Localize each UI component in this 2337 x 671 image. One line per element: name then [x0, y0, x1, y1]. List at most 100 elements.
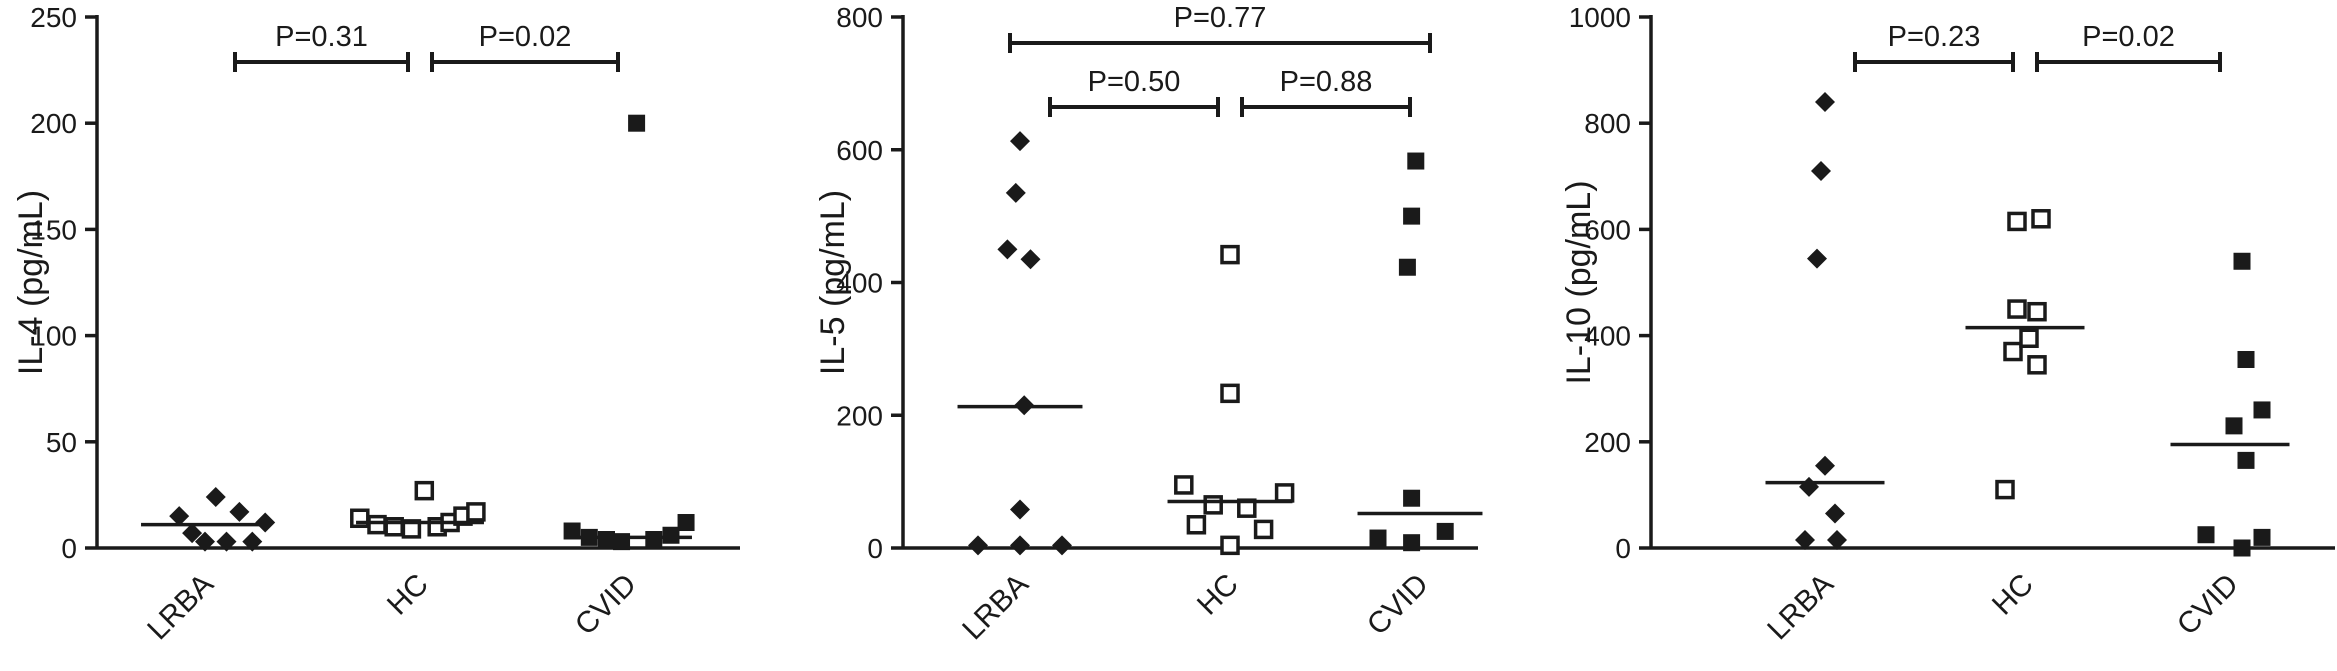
data-point: [2237, 451, 2255, 469]
p-value-label: P=0.02: [479, 21, 572, 53]
p-value-label: P=0.23: [1888, 21, 1981, 53]
data-point: [195, 531, 215, 552]
data-point: [2007, 211, 2027, 232]
p-value-label: P=0.02: [2082, 21, 2175, 53]
category-label-cvid: CVID: [1361, 568, 1435, 642]
y-tick-label: 400: [1584, 321, 1631, 352]
data-point: [1010, 499, 1030, 520]
series-lrba: [141, 487, 276, 552]
p-value-label: P=0.31: [275, 21, 368, 53]
y-tick-label: 1000: [1569, 2, 1631, 33]
y-tick-label: 800: [1584, 108, 1631, 139]
data-point: [645, 531, 663, 549]
data-point: [1005, 182, 1026, 203]
data-point: [2019, 328, 2039, 349]
significance-bracket: P=0.02: [430, 21, 620, 72]
data-point: [1369, 529, 1387, 547]
data-point: [1795, 530, 1815, 551]
data-point: [598, 531, 615, 549]
y-tick-label: 0: [867, 533, 883, 564]
data-point: [182, 523, 203, 544]
chart-panel-2: 0 200 400 600 800 IL-5 (pg/mL) LRBA HC CVID P=0.5…: [814, 2, 1483, 647]
data-point: [2027, 301, 2047, 322]
data-point: [2197, 526, 2215, 544]
category-label-lrba: LRBA: [1761, 568, 1840, 647]
data-point: [662, 526, 680, 544]
data-point: [1398, 258, 1416, 276]
y-tick-label: 200: [30, 108, 77, 139]
category-label-hc: HC: [1986, 568, 2040, 622]
series-hc: [350, 480, 486, 539]
series-cvid: [563, 114, 695, 551]
data-point: [1203, 495, 1223, 515]
significance-bracket: P=0.77: [1008, 2, 1432, 53]
data-point: [205, 487, 226, 508]
data-point: [1436, 522, 1454, 540]
y-tick-label: 200: [1584, 427, 1631, 458]
data-point: [1403, 207, 1421, 225]
series-hc: [1167, 244, 1295, 556]
y-tick-label: 600: [836, 135, 883, 166]
significance-bracket: P=0.02: [2035, 21, 2222, 72]
data-point: [1827, 530, 1847, 551]
series-hc: [1965, 209, 2085, 500]
category-label-lrba: LRBA: [141, 568, 220, 647]
y-tick-label: 0: [1615, 533, 1631, 564]
data-point: [2027, 355, 2047, 375]
y-tick-label: 50: [46, 427, 77, 458]
y-tick-label: 250: [30, 2, 77, 33]
data-point: [1186, 515, 1207, 535]
data-point: [2225, 417, 2243, 435]
data-point: [367, 514, 387, 535]
data-point: [216, 531, 237, 552]
data-point: [1403, 489, 1421, 507]
y-tick-label: 100: [30, 321, 77, 352]
data-point: [1799, 476, 1819, 497]
data-point: [1220, 535, 1240, 556]
significance-bracket: P=0.31: [233, 21, 410, 72]
y-tick-label: 0: [61, 533, 77, 564]
data-point: [1220, 383, 1240, 404]
series-cvid: [1357, 152, 1483, 552]
data-point: [563, 522, 581, 540]
data-point: [2003, 341, 2023, 362]
series-lrba: [1765, 91, 1885, 551]
p-value-label: P=0.88: [1280, 66, 1373, 98]
data-point: [2253, 528, 2271, 546]
data-point: [997, 239, 1018, 260]
data-point: [1253, 519, 1274, 540]
data-point: [1010, 131, 1030, 152]
category-label-hc: HC: [1191, 568, 1245, 622]
data-point: [2237, 350, 2255, 368]
data-point: [1174, 475, 1194, 495]
data-point: [2007, 299, 2027, 319]
data-point: [1274, 483, 1295, 503]
y-tick-label: 200: [836, 400, 883, 431]
chart-panel-1: 0 50 100 150 200 250 IL-4 (pg/mL) LRBA HC CVID P=0…: [12, 2, 740, 646]
significance-bracket: P=0.50: [1048, 66, 1220, 117]
data-point: [229, 501, 250, 522]
data-point: [169, 506, 190, 527]
p-value-label: P=0.50: [1088, 66, 1181, 98]
data-point: [2253, 401, 2271, 419]
data-point: [1995, 479, 2015, 500]
y-tick-label: 800: [836, 2, 883, 33]
data-point: [1020, 249, 1041, 270]
data-point: [466, 502, 486, 522]
data-point: [1220, 244, 1240, 265]
y-axis-label: IL-4 (pg/mL): [12, 190, 50, 375]
chart-panel-3: 0 200 400 600 800 1000 IL-10 (pg/mL) LRBA HC CVID…: [1560, 2, 2335, 646]
category-label-hc: HC: [381, 568, 435, 622]
data-point: [255, 512, 276, 533]
data-point: [2233, 252, 2251, 270]
data-point: [1052, 535, 1072, 556]
series-cvid: [2170, 252, 2290, 557]
category-label-lrba: LRBA: [956, 568, 1035, 647]
data-point: [242, 531, 263, 552]
significance-bracket: P=0.88: [1240, 66, 1412, 117]
category-label-cvid: CVID: [569, 568, 643, 642]
data-point: [1807, 248, 1827, 269]
y-tick-label: 150: [30, 214, 77, 245]
y-axis-label: IL-10 (pg/mL): [1560, 180, 1598, 384]
